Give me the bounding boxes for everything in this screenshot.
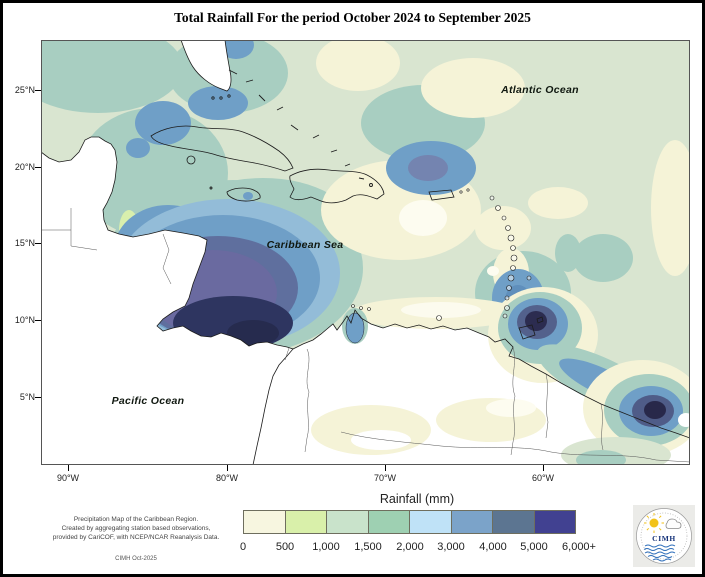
lat-tick-label: 20°N [14,162,35,172]
lon-tick [385,465,386,471]
legend-title: Rainfall (mm) [379,492,455,506]
legend-swatch [284,511,326,533]
lon-tick-label: 70°W [373,473,397,483]
coastlines-and-borders [41,40,690,465]
legend-swatch [409,511,451,533]
lat-tick [35,397,41,398]
legend-tick-label: 1,000 [312,541,340,553]
lon-tick [543,465,544,471]
lat-tick [35,167,41,168]
contour-blobs-land [311,287,690,465]
page-title: Total Rainfall For the period October 20… [174,10,531,25]
cimh-logo: CIMH [633,505,695,567]
credits-line: provided by CariCOF, with NCEP/NCAR Rean… [52,534,220,541]
legend-tick-label: 6,000+ [562,541,596,553]
legend-swatch [326,511,368,533]
legend-swatch [533,511,575,533]
issuer-stamp: CIMH Oct-2025 [115,556,157,562]
logo-arc-text [640,512,688,560]
legend-tick-label: 4,000 [479,541,507,553]
cloud-icon [665,518,682,529]
legend-tick-label: 0 [239,541,247,553]
lat-tick-label: 10°N [14,315,35,325]
lat-tick [35,320,41,321]
lat-tick [35,243,41,244]
lat-tick-label: 15°N [14,238,35,248]
sun-icon [644,513,664,533]
credits-line: Precipitation Map of the Caribbean Regio… [73,516,199,523]
lon-tick [227,465,228,471]
logo-acronym: CIMH [652,534,676,543]
atlantic-ocean-label: Atlantic Ocean [500,84,579,96]
lon-tick-label: 80°W [215,473,239,483]
pacific-ocean-label: Pacific Ocean [112,395,185,407]
legend-swatch [244,511,285,533]
legend-tick-label: 2,000 [396,541,424,553]
credits-text: Precipitation Map of the Caribbean Regio… [25,515,247,542]
lat-tick-label: 5°N [19,392,35,402]
legend-swatch [492,511,534,533]
lat-tick [35,90,41,91]
legend-tick-label: 3,000 [437,541,465,553]
legend-swatch [450,511,492,533]
legend-tick-label: 5,000 [520,541,548,553]
lake-maracaibo [345,312,365,344]
lon-tick-label: 60°W [531,473,555,483]
caribbean-rainfall-map: Atlantic Ocean Caribbean Sea Pacific Oce… [41,40,690,465]
legend-tick-label: 1,500 [354,541,382,553]
lon-tick-label: 90°W [56,473,80,483]
caribbean-sea-label: Caribbean Sea [267,239,344,251]
legend-swatch [367,511,409,533]
lon-tick [68,465,69,471]
lat-tick-label: 25°N [14,85,35,95]
legend-tick-label: 500 [275,541,295,553]
waves-icon [643,544,676,562]
map-frame [41,40,690,465]
credits-line: Created by aggregating station based obs… [61,525,211,532]
legend-color-bar [243,510,576,534]
